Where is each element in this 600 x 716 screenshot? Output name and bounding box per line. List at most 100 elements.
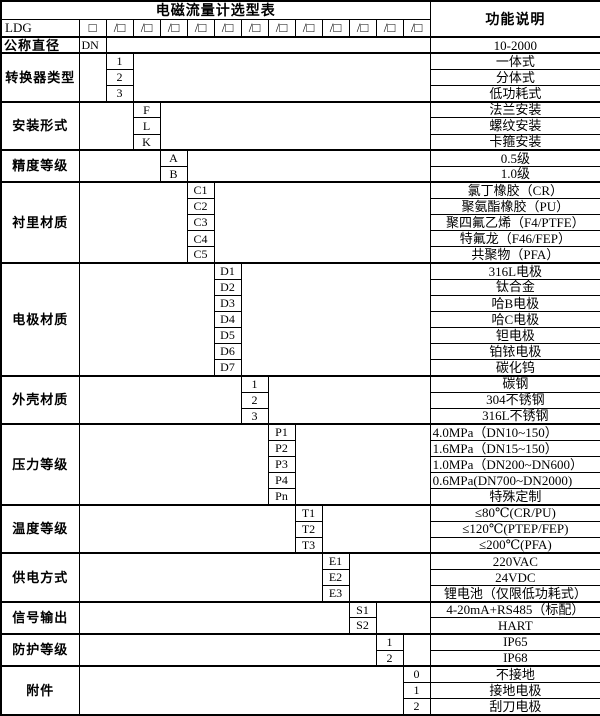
desc-cell: 钛合金 <box>429 278 600 296</box>
code-cell: C3 <box>186 214 215 232</box>
empty-cell <box>105 36 431 54</box>
desc-cell: 4.0MPa（DN10~150） <box>429 423 600 441</box>
desc-cell: 聚氨酯橡胶（PU） <box>429 198 600 216</box>
code-cell: C1 <box>186 181 215 200</box>
code-cell: D5 <box>213 327 242 345</box>
code-cell: S2 <box>348 617 377 635</box>
model-slot-box: /□ <box>213 18 242 38</box>
code-cell: T1 <box>294 503 323 522</box>
code-cell: B <box>159 165 188 183</box>
model-slot-box: /□ <box>132 18 161 38</box>
code-cell: D4 <box>213 310 242 329</box>
empty-cell <box>402 632 431 667</box>
desc-cell: IP68 <box>429 649 600 667</box>
desc-cell: ≤200℃(PFA) <box>429 536 600 554</box>
empty-cell <box>267 374 431 425</box>
model-slot-box: /□ <box>294 18 323 38</box>
desc-cell: 0.6MPa(DN700~DN2000) <box>429 472 600 490</box>
model-slot-box: /□ <box>348 18 377 38</box>
empty-cell <box>375 600 431 635</box>
desc-cell: HART <box>429 617 600 635</box>
empty-cell <box>186 149 431 183</box>
empty-cell <box>78 52 107 103</box>
code-cell: 3 <box>105 85 134 103</box>
section-label-electrode-material: 电极材质 <box>0 262 80 377</box>
code-cell: E3 <box>321 585 350 603</box>
code-cell: C5 <box>186 246 215 264</box>
code-cell: 1 <box>375 632 404 651</box>
empty-cell <box>213 181 431 264</box>
desc-cell: 4-20mA+RS485（标配） <box>429 600 600 619</box>
desc-cell: 特殊定制 <box>429 488 600 506</box>
section-label-nominal-diameter: 公称直径 <box>0 36 80 54</box>
desc-cell: ≤120℃(PTEP/FEP) <box>429 520 600 538</box>
desc-cell: 10-2000 <box>429 36 600 54</box>
section-label-pressure-rating: 压力等级 <box>0 423 80 506</box>
desc-cell: 不接地 <box>429 665 600 683</box>
table-title: 电磁流量计选型表 <box>0 0 431 20</box>
desc-cell: 一体式 <box>429 52 600 71</box>
section-label-installation-type: 安装形式 <box>0 100 80 151</box>
code-cell: 2 <box>240 391 269 409</box>
section-label-accessories: 附件 <box>0 665 80 716</box>
desc-cell: 低功耗式 <box>429 85 600 103</box>
desc-cell: 316L不锈钢 <box>429 407 600 425</box>
section-label-accuracy-class: 精度等级 <box>0 149 80 183</box>
desc-cell: 哈B电极 <box>429 294 600 312</box>
code-cell: 1 <box>240 374 269 393</box>
code-cell: 0 <box>402 665 431 683</box>
desc-cell: IP65 <box>429 632 600 651</box>
empty-cell <box>348 552 431 603</box>
empty-cell <box>159 100 431 151</box>
desc-cell: ≤80℃(CR/PU) <box>429 503 600 522</box>
code-cell: F <box>132 100 161 119</box>
desc-cell: 碳钢 <box>429 374 600 393</box>
model-slot-box: /□ <box>159 18 188 38</box>
model-slot-box: /□ <box>267 18 296 38</box>
desc-cell: 钽电极 <box>429 327 600 345</box>
section-label-power-supply: 供电方式 <box>0 552 80 603</box>
empty-cell <box>78 423 269 506</box>
section-label-housing-material: 外壳材质 <box>0 374 80 425</box>
code-cell: D2 <box>213 278 242 296</box>
model-slot-box: /□ <box>375 18 404 38</box>
code-cell: K <box>132 133 161 151</box>
code-cell: DN <box>78 36 107 54</box>
desc-cell: 316L电极 <box>429 262 600 280</box>
empty-cell <box>78 665 404 716</box>
section-label-converter-type: 转换器类型 <box>0 52 80 103</box>
desc-cell: 碳化钨 <box>429 359 600 377</box>
empty-cell <box>78 600 350 635</box>
code-cell: P1 <box>267 423 296 441</box>
empty-cell <box>78 503 296 554</box>
code-cell: 3 <box>240 407 269 425</box>
empty-cell <box>294 423 431 506</box>
desc-cell: 1.6MPa（DN15~150） <box>429 439 600 458</box>
desc-cell: 分体式 <box>429 69 600 87</box>
desc-cell: 0.5级 <box>429 149 600 167</box>
function-column-header: 功能说明 <box>429 0 600 38</box>
desc-cell: 24VDC <box>429 568 600 587</box>
code-cell: 1 <box>105 52 134 71</box>
model-slot-box: /□ <box>240 18 269 38</box>
desc-cell: 锂电池（仅限低功耗式） <box>429 585 600 603</box>
section-label-protection-rating: 防护等级 <box>0 632 80 667</box>
desc-cell: 聚四氟乙烯（F4/PTFE） <box>429 214 600 232</box>
code-cell: D7 <box>213 359 242 377</box>
desc-cell: 304不锈钢 <box>429 391 600 409</box>
code-cell: A <box>159 149 188 167</box>
code-cell: D1 <box>213 262 242 280</box>
desc-cell: 共聚物（PFA） <box>429 246 600 264</box>
desc-cell: 螺纹安装 <box>429 117 600 135</box>
code-cell: T3 <box>294 536 323 554</box>
model-slot-box: □ <box>78 18 107 38</box>
code-cell: D6 <box>213 343 242 361</box>
model-slot-box: /□ <box>186 18 215 38</box>
code-cell: D3 <box>213 294 242 312</box>
model-prefix: LDG <box>0 18 80 38</box>
model-slot-box: /□ <box>321 18 350 38</box>
code-cell: 2 <box>375 649 404 667</box>
empty-cell <box>240 262 431 377</box>
code-cell: 2 <box>105 69 134 87</box>
